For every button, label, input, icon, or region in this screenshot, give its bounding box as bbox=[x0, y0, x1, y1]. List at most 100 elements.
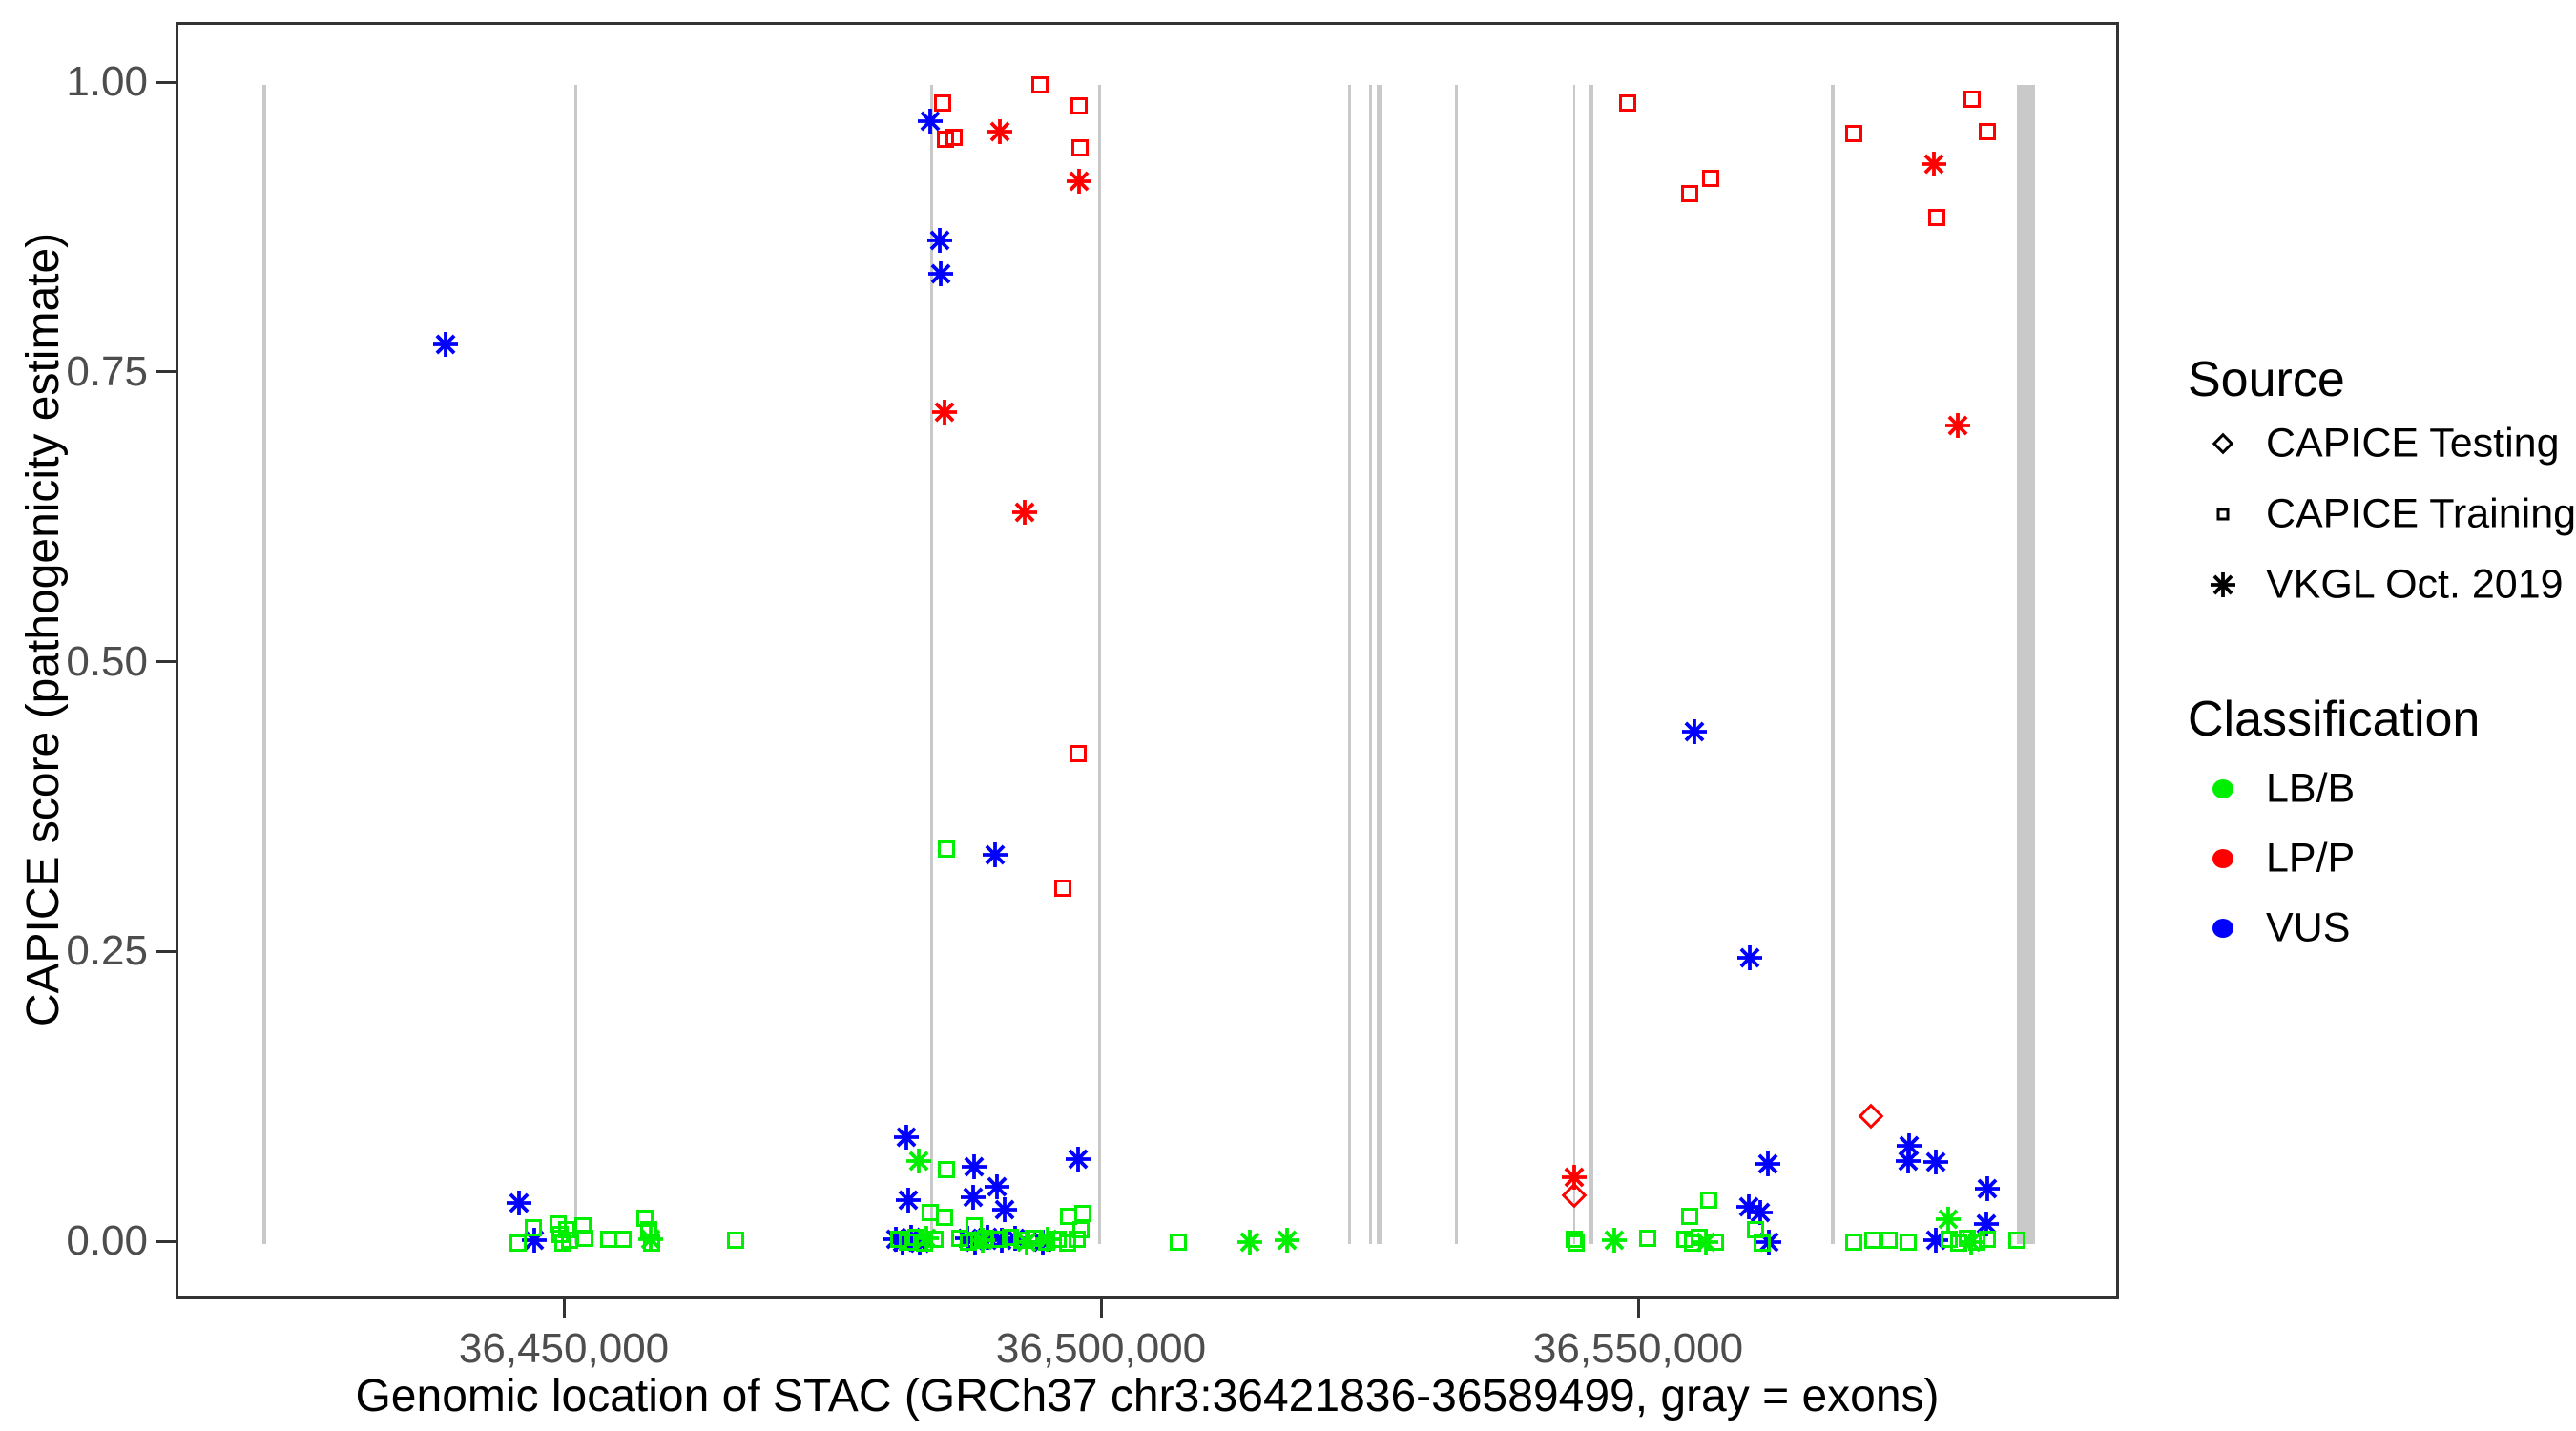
data-point-square bbox=[1054, 880, 1072, 898]
data-point-square bbox=[613, 1231, 632, 1249]
data-point-square bbox=[938, 840, 956, 858]
data-point-square bbox=[1038, 1233, 1056, 1251]
asterisk-icon bbox=[2211, 572, 2236, 598]
data-point-asterisk bbox=[1011, 500, 1037, 526]
data-point-asterisk bbox=[1975, 1175, 2001, 1201]
data-point-square bbox=[1959, 1229, 1977, 1247]
data-point-square bbox=[726, 1232, 744, 1250]
data-point-asterisk bbox=[1922, 151, 1947, 176]
legend-item-asterisk: VKGL Oct. 2019 bbox=[2188, 550, 2576, 620]
data-point-asterisk bbox=[507, 1191, 532, 1216]
data-point-asterisk bbox=[1067, 168, 1092, 194]
data-point-square bbox=[1026, 1229, 1044, 1247]
legend-item-label: VUS bbox=[2266, 904, 2351, 951]
data-point-asterisk bbox=[1896, 1148, 1922, 1173]
data-point-asterisk bbox=[1922, 1149, 1948, 1174]
data-point-square bbox=[1049, 1231, 1067, 1249]
color-dot-icon bbox=[2212, 919, 2233, 938]
y-tick-mark bbox=[156, 660, 176, 664]
data-point-square bbox=[509, 1234, 528, 1252]
data-point-asterisk bbox=[906, 1148, 932, 1173]
data-point-square bbox=[1070, 745, 1087, 763]
x-tick-mark bbox=[1099, 1299, 1103, 1318]
x-tick-label: 36,500,000 bbox=[995, 1325, 1207, 1372]
y-tick-mark bbox=[156, 949, 176, 953]
legend-item-lpp: LP/P bbox=[2188, 823, 2576, 894]
data-point-asterisk bbox=[1936, 1207, 1962, 1233]
data-point-square bbox=[889, 1231, 907, 1249]
data-point-square bbox=[936, 131, 954, 149]
data-point-square bbox=[936, 1209, 954, 1227]
data-point-asterisk bbox=[983, 841, 1008, 867]
y-tick-label: 0.25 bbox=[66, 927, 148, 975]
data-point-asterisk bbox=[1066, 1147, 1091, 1172]
x-tick-label: 36,550,000 bbox=[1532, 1325, 1744, 1372]
y-tick-label: 1.00 bbox=[66, 58, 148, 106]
legend-item-square: CAPICE Training bbox=[2188, 479, 2576, 550]
y-tick-mark bbox=[156, 80, 176, 84]
exon-bar bbox=[1831, 85, 1836, 1244]
data-point-square bbox=[1170, 1233, 1188, 1251]
data-point-square bbox=[915, 1234, 933, 1252]
legend-item-diamond: CAPICE Testing bbox=[2188, 408, 2576, 479]
data-point-square bbox=[1002, 1228, 1020, 1246]
data-point-square bbox=[1941, 1231, 1959, 1249]
exon-bar bbox=[2016, 85, 2035, 1244]
data-point-square bbox=[1699, 1191, 1717, 1209]
exon-bar bbox=[1369, 85, 1372, 1244]
data-point-asterisk bbox=[1944, 413, 1970, 439]
data-point-asterisk bbox=[987, 118, 1012, 144]
data-point-asterisk bbox=[1747, 1200, 1773, 1226]
data-point-asterisk bbox=[961, 1153, 987, 1179]
data-point-square bbox=[573, 1216, 592, 1234]
data-point-square bbox=[1754, 1234, 1772, 1252]
data-point-square bbox=[1566, 1231, 1584, 1249]
data-point-asterisk bbox=[926, 227, 952, 253]
color-dot-icon bbox=[2212, 849, 2233, 868]
data-point-square bbox=[1638, 1229, 1656, 1247]
data-point-square bbox=[525, 1219, 543, 1236]
data-point-square bbox=[1880, 1232, 1899, 1250]
data-point-square bbox=[1963, 90, 1981, 108]
data-point-asterisk bbox=[927, 261, 953, 287]
exon-bar bbox=[1377, 85, 1380, 1244]
data-point-square bbox=[1068, 1231, 1086, 1249]
x-tick-mark bbox=[562, 1299, 566, 1318]
y-axis-title: CAPICE score (pathogenicity estimate) bbox=[18, 232, 69, 1027]
data-point-asterisk bbox=[984, 1174, 1009, 1200]
data-point-asterisk bbox=[1562, 1164, 1588, 1190]
legend-item-label: CAPICE Training bbox=[2266, 490, 2576, 537]
legend-item-label: LB/B bbox=[2266, 765, 2356, 812]
data-point-square bbox=[1072, 1221, 1091, 1239]
exon-bar bbox=[1455, 85, 1458, 1244]
data-point-square bbox=[639, 1221, 657, 1239]
data-point-square bbox=[1844, 1233, 1862, 1251]
data-point-asterisk bbox=[991, 1196, 1017, 1222]
y-tick-mark bbox=[156, 1239, 176, 1243]
data-point-asterisk bbox=[932, 399, 958, 425]
data-point-square bbox=[636, 1210, 654, 1228]
plot-panel bbox=[176, 22, 2119, 1299]
x-tick-label: 36,450,000 bbox=[458, 1325, 670, 1372]
data-point-square bbox=[1928, 208, 1946, 226]
legend-classification-title: Classification bbox=[2188, 692, 2481, 747]
exon-bar bbox=[573, 85, 577, 1244]
data-point-square bbox=[1058, 1234, 1076, 1252]
legend-source-title: Source bbox=[2188, 352, 2345, 407]
data-point-square bbox=[1071, 138, 1090, 156]
data-point-square bbox=[1074, 1205, 1092, 1223]
exon-bar bbox=[1097, 85, 1101, 1244]
data-point-square bbox=[1706, 1233, 1724, 1251]
square-icon bbox=[2216, 508, 2230, 521]
data-point-square bbox=[934, 94, 952, 113]
data-point-asterisk bbox=[896, 1187, 922, 1213]
data-point-square bbox=[642, 1234, 660, 1252]
data-point-square bbox=[1979, 122, 1997, 140]
legend-item-label: VKGL Oct. 2019 bbox=[2266, 561, 2564, 608]
data-point-diamond bbox=[1858, 1103, 1884, 1130]
data-point-square bbox=[1978, 1231, 1996, 1249]
legend-item-vus: VUS bbox=[2188, 893, 2576, 964]
data-point-square bbox=[2008, 1232, 2026, 1250]
x-tick-mark bbox=[1636, 1299, 1640, 1318]
